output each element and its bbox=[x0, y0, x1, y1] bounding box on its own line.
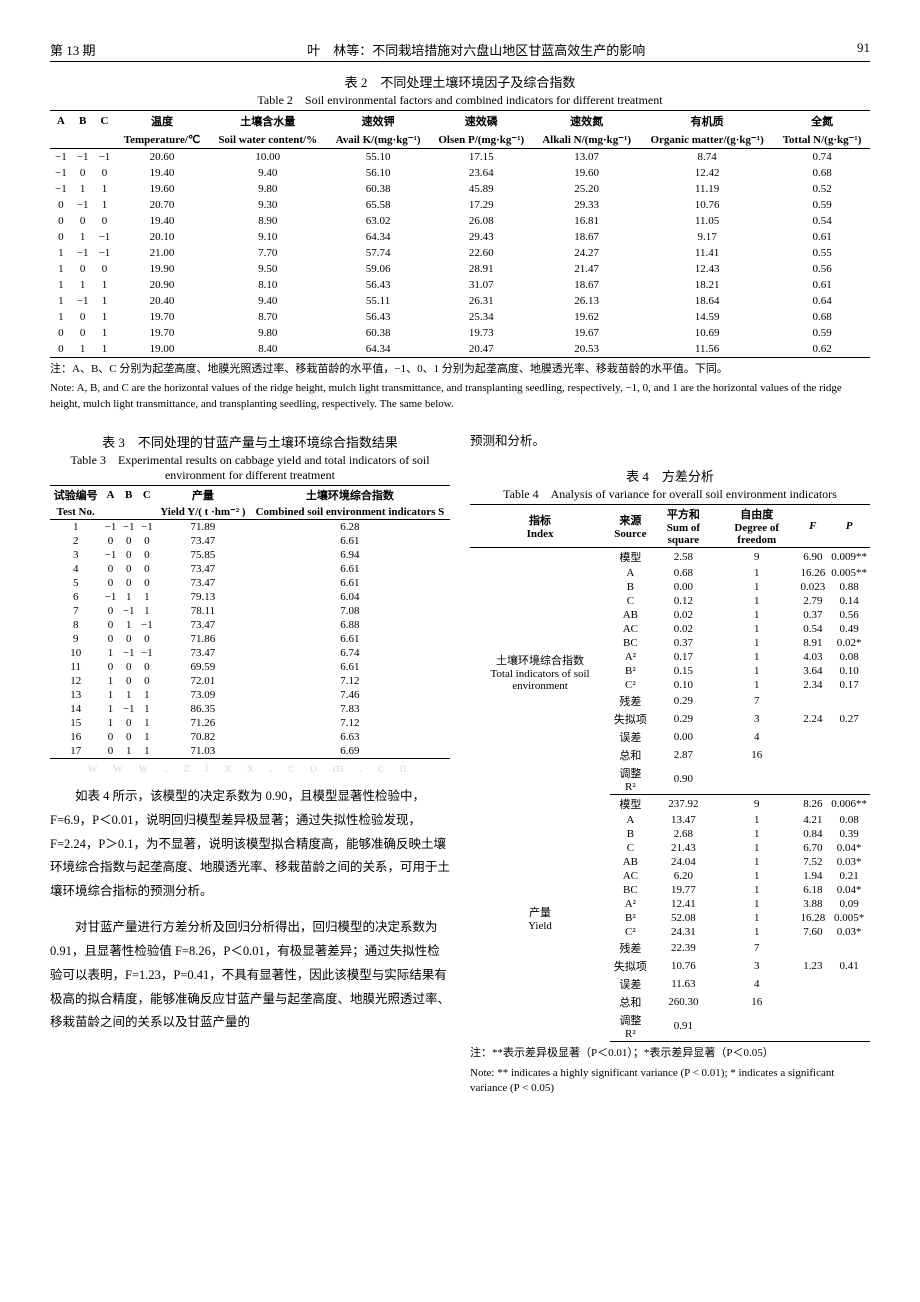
running-head: 第 13 期 叶 林等：不同栽培措施对六盘山地区甘蓝高效生产的影响 91 bbox=[50, 40, 870, 62]
table2-note-en: Note: A, B, and C are the horizontal val… bbox=[50, 381, 870, 412]
table4-note-en: Note: ** indicates a highly significant … bbox=[470, 1066, 870, 1097]
issue: 第 13 期 bbox=[50, 40, 96, 59]
page-number: 91 bbox=[857, 40, 870, 59]
table2-title-cn: 表 2 不同处理土壤环境因子及综合指数 bbox=[50, 72, 870, 91]
table2-title-en: Table 2 Soil environmental factors and c… bbox=[50, 91, 870, 108]
table3-title-cn: 表 3 不同处理的甘蓝产量与土壤环境综合指数结果 bbox=[50, 432, 450, 451]
table3-title-en: Table 3 Experimental results on cabbage … bbox=[50, 451, 450, 483]
watermark: w w w . z i x x . c o m . c n bbox=[50, 761, 450, 777]
table3: 试验编号ABC产量土壤环境综合指数 Test No.Yield Y/( t ·h… bbox=[50, 485, 450, 759]
table4-note-cn: 注：**表示差异极显著（P＜0.01）；*表示差异显著（P＜0.05） bbox=[470, 1046, 870, 1061]
running-title: 叶 林等：不同栽培措施对六盘山地区甘蓝高效生产的影响 bbox=[307, 40, 645, 59]
table4: 指标Index 来源Source 平方和Sum of square 自由度Deg… bbox=[470, 504, 870, 1042]
table2-note-cn: 注：A、B、C 分别为起垄高度、地膜光照透过率、移栽苗龄的水平值，−1、0、1 … bbox=[50, 362, 870, 377]
table2: ABC温度土壤含水量速效钾速效磷速效氮有机质全氮 Temperature/℃So… bbox=[50, 110, 870, 358]
para1: 如表 4 所示，该模型的决定系数为 0.90，且模型显著性检验中，F=6.9，P… bbox=[50, 785, 450, 904]
table4-title-en: Table 4 Analysis of variance for overall… bbox=[470, 485, 870, 502]
right-lead: 预测和分析。 bbox=[470, 430, 870, 454]
table4-title-cn: 表 4 方差分析 bbox=[470, 466, 870, 485]
para2: 对甘蓝产量进行方差分析及回归分析得出，回归模型的决定系数为 0.91，且显著性检… bbox=[50, 916, 450, 1035]
